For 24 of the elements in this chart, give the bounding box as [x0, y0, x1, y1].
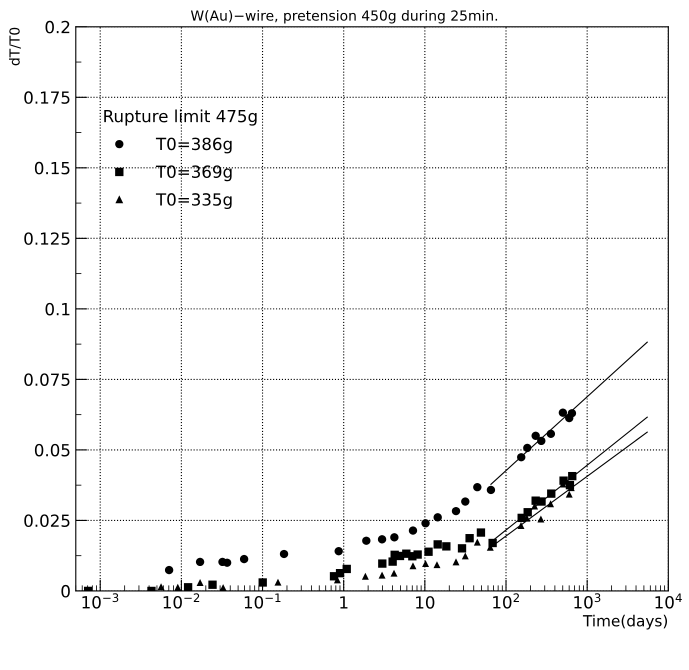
x-tick-label: 10$^{−1}$ [244, 593, 280, 609]
y-tick-label: 0.2 [46, 20, 70, 34]
x-tick-label: 10$^{−2}$ [164, 593, 200, 609]
y-tick-label: 0.025 [24, 514, 70, 527]
legend-label: T0=369g [156, 165, 232, 182]
x-tick-label: 10 [416, 596, 434, 609]
y-tick-label: 0.075 [24, 373, 70, 386]
legend-label: T0=386g [156, 138, 232, 154]
x-axis-title: Time(days) [582, 614, 668, 630]
x-tick-label: 1 [340, 596, 348, 608]
y-tick-label: 0.05 [34, 444, 70, 456]
x-tick-label: 10$^{3}$ [574, 593, 600, 609]
legend-title: Rupture limit 475g [104, 109, 257, 126]
y-tick-label: 0.1 [46, 302, 70, 316]
y-tick-label: 0.125 [24, 232, 70, 245]
legend-label: T0=335g [156, 193, 232, 210]
y-tick-label: 0.15 [34, 162, 70, 174]
y-tick-label: 0 [61, 584, 70, 598]
x-tick-label: 10$^{2}$ [493, 593, 519, 609]
chart-title: W(Au)−wire, pretension 450g during 25min. [190, 10, 498, 24]
y-axis-title: dT/T0 [9, 28, 21, 66]
y-tick-label: 0.175 [24, 91, 70, 104]
x-tick-label: 10$^{4}$ [655, 593, 682, 609]
x-tick-label: 10$^{−3}$ [82, 593, 118, 609]
